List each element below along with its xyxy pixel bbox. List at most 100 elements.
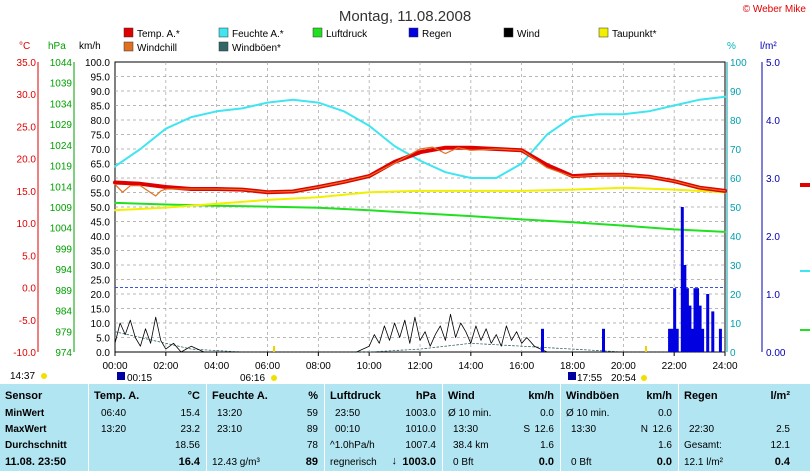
stats-unit-wind: km/h	[528, 390, 554, 402]
gust-min-label: Ø 10 min.	[566, 408, 610, 419]
unit-humidity: %	[727, 41, 736, 52]
rain-bar-5	[675, 328, 679, 352]
humidity-axis-tick-10: 0	[730, 348, 736, 359]
time-left: 14:37	[10, 371, 35, 382]
x-tick-2: 04:00	[204, 361, 229, 372]
legend-swatch-1	[123, 41, 134, 52]
hum-min-time: 13:20	[217, 408, 243, 419]
temp-axis-tick-3: 20.0	[17, 155, 37, 166]
temp-axis-tick-6: 5.0	[22, 251, 36, 262]
rain-bar-13	[698, 305, 702, 352]
wind-axis-tick-3: 85.0	[91, 102, 111, 113]
wind-axis-tick-2: 90.0	[91, 87, 111, 98]
legend-swatch-0	[123, 27, 134, 38]
row-label-avg: Durchschnitt	[5, 440, 67, 451]
temp-current-value: 16.4	[178, 456, 200, 468]
legend-label-1: Windchill	[137, 43, 177, 54]
stats-header-humidity: Feuchte A.	[212, 390, 268, 402]
humidity-axis-tick-5: 50	[730, 203, 742, 214]
wind-beaufort: 0 Bft	[453, 457, 474, 468]
rain-bar-2	[668, 328, 672, 352]
temp-min-time: 06:40	[101, 408, 127, 419]
rain-bar-7	[683, 265, 687, 352]
x-tick-8: 16:00	[509, 361, 534, 372]
press-min-time: 23:50	[335, 408, 361, 419]
stats-header-rain: Regen	[684, 390, 718, 402]
series-feuchtea	[114, 95, 726, 179]
rain-bar-17	[718, 328, 722, 352]
rain-current-value: 0.4	[774, 456, 790, 468]
legend-label-5: Regen	[422, 29, 451, 40]
x-tick-4: 08:00	[306, 361, 331, 372]
press-max-value: 1010.0	[405, 424, 436, 435]
stats-header-temp: Temp. A.	[94, 390, 140, 402]
temp-axis-tick-2: 25.0	[17, 122, 37, 133]
wind-axis-tick-1: 95.0	[91, 73, 111, 84]
temp-avg-value: 18.56	[174, 440, 200, 451]
rain-bar-10	[690, 328, 694, 352]
temp-min-value: 15.4	[180, 408, 200, 419]
unit-temp: °C	[19, 41, 30, 52]
legend-swatch-3	[218, 41, 229, 52]
wind-axis-tick-5: 75.0	[91, 131, 111, 142]
hum-absolute-value: 12.43 g/m³	[212, 457, 260, 468]
rain-bar-14	[701, 328, 705, 352]
rain-axis-tick-5: 0.00	[766, 348, 786, 359]
press-trend: ^1.0hPa/h	[330, 440, 375, 451]
legend-swatch-2	[218, 27, 229, 38]
legend-label-2: Feuchte A.*	[232, 29, 284, 40]
x-tick-12: 24:00	[712, 361, 737, 372]
stats-col-humidity: Feuchte A. % 13:20 59 23:10 89 78 12.43 …	[207, 384, 324, 471]
rain-bar-11	[693, 288, 697, 352]
wind-axis-tick-14: 30.0	[91, 261, 111, 272]
stats-col-pressure: Luftdruck hPa 23:50 1003.0 00:10 1010.0 …	[325, 384, 442, 471]
rain-axis-tick-4: 1.0	[766, 290, 780, 301]
wind-axis-tick-11: 45.0	[91, 218, 111, 229]
pressure-axis-tick-4: 1024	[50, 141, 73, 152]
temp-axis-tick-0: 35.0	[17, 58, 37, 69]
rain-axis-tick-0: 5.0	[766, 58, 780, 69]
temp-axis-tick-8: -5.0	[19, 316, 37, 327]
wind-axis-tick-18: 10.0	[91, 319, 111, 330]
rain-max-value: 2.5	[776, 424, 790, 435]
wind-distance: 38.4 km	[453, 440, 489, 451]
row-label-now: 11.08. 23:50	[5, 456, 67, 468]
moonset-time: 17:55	[577, 373, 602, 384]
wind-axis-tick-15: 25.0	[91, 276, 111, 287]
gust-max-direction: N	[640, 424, 648, 435]
series-taupunkt	[114, 186, 726, 212]
x-tick-10: 20:00	[611, 361, 636, 372]
gust-avg-value: 1.6	[658, 440, 672, 451]
moonrise-time: 00:15	[127, 373, 152, 384]
pressure-axis-tick-10: 994	[55, 265, 72, 276]
legend-swatch-4	[312, 27, 323, 38]
sunrise-marker	[273, 346, 275, 352]
wind-axis-tick-12: 40.0	[91, 232, 111, 243]
humidity-axis-tick-4: 60	[730, 174, 742, 185]
press-current-value: 1003.0	[402, 456, 436, 468]
legend-label-6: Wind	[517, 29, 540, 40]
temp-axis-tick-9: -10.0	[13, 348, 36, 359]
rain-bar-8	[685, 288, 689, 352]
pressure-axis-tick-12: 984	[55, 307, 72, 318]
rain-bar-3	[670, 328, 674, 352]
gust-max-time: 13:30	[571, 424, 597, 435]
hum-current-value: 89	[305, 456, 318, 468]
rain-bar-4	[673, 288, 677, 352]
sun-icon-rise	[271, 375, 277, 381]
pressure-axis-tick-14: 974	[55, 348, 72, 359]
series-windben	[114, 331, 726, 353]
x-tick-1: 02:00	[153, 361, 178, 372]
wind-axis-tick-9: 55.0	[91, 189, 111, 200]
x-tick-7: 14:00	[458, 361, 483, 372]
rain-axis-tick-3: 2.0	[766, 232, 780, 243]
temp-max-time: 13:20	[101, 424, 127, 435]
humidity-axis-tick-3: 70	[730, 145, 742, 156]
stats-unit-gust: km/h	[646, 390, 672, 402]
gust-min-value: 0.0	[658, 408, 672, 419]
unit-pressure: hPa	[48, 41, 66, 52]
stats-unit-temp: °C	[187, 390, 200, 402]
stats-col-temp: Temp. A. °C 06:40 15.4 13:20 23.2 18.56 …	[89, 384, 206, 471]
legend-swatch-6	[503, 27, 514, 38]
humidity-axis-tick-2: 80	[730, 116, 742, 127]
